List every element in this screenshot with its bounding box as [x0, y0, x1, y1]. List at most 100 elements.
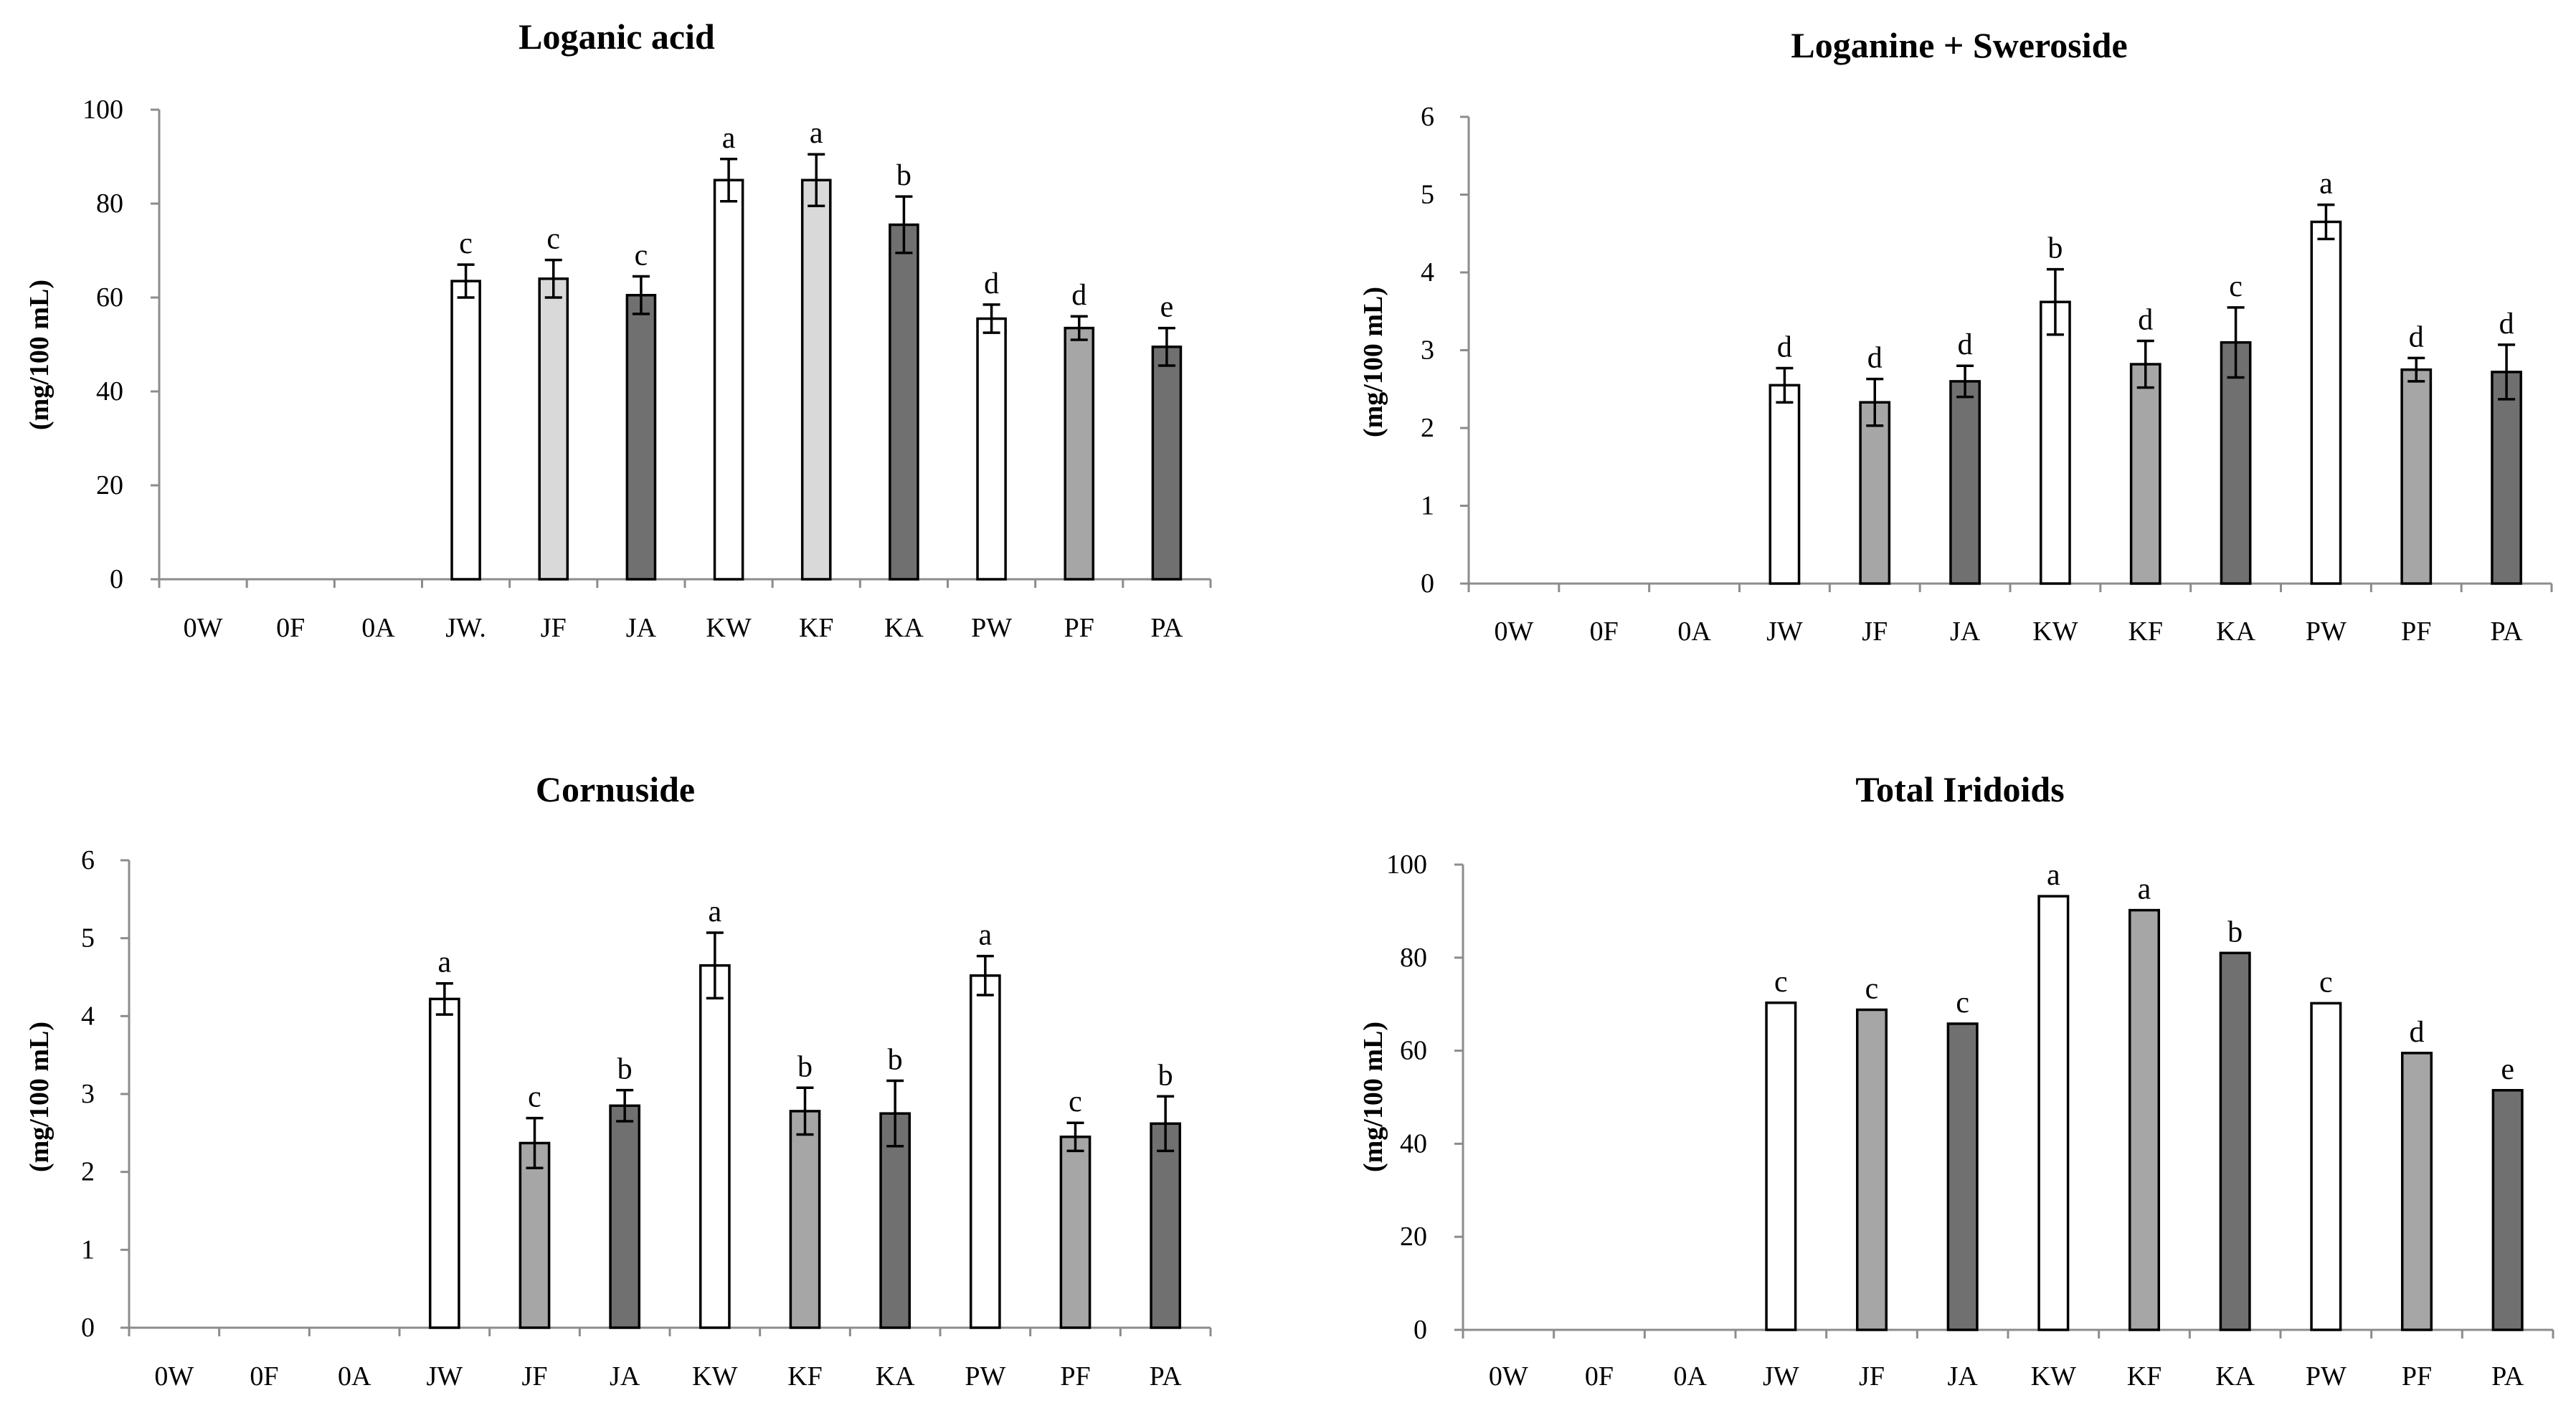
x-tick-label-0W: 0W	[1489, 1361, 1528, 1392]
error-bar-PA	[1157, 1095, 1175, 1153]
x-tick-label-KW: KW	[706, 613, 751, 643]
bar-JF	[1855, 1008, 1888, 1331]
error-bar-PF	[2407, 356, 2425, 383]
bar-PA	[1151, 346, 1183, 581]
y-tick-label: 0	[1414, 1315, 1427, 1345]
significance-letter: b	[1158, 1059, 1173, 1092]
chart-panel-4: Total Iridoids (mg/100 mL) 0 20 40 60 80 100 0W 0…	[1358, 769, 2554, 1392]
bar-PF	[1064, 326, 1095, 581]
y-tick-label: 40	[96, 376, 123, 406]
y-axis-label: (mg/100 mL)	[1358, 287, 1388, 437]
y-tick-label: 1	[1421, 491, 1434, 521]
y-tick-label: 0	[1421, 569, 1434, 599]
error-bar-KW	[720, 158, 738, 203]
bar-JA	[1946, 1022, 1979, 1331]
x-tick-label-PW: PW	[965, 1361, 1005, 1392]
bar-PF	[2400, 368, 2433, 585]
x-tick-label-JA: JA	[1950, 617, 1981, 647]
chart-title: Loganic acid	[518, 16, 715, 57]
x-tick-label-0F: 0F	[1590, 617, 1619, 647]
error-bar-PF	[1066, 1121, 1084, 1153]
error-bar-KA	[2227, 306, 2245, 379]
x-tick-label-PA: PA	[1150, 613, 1183, 643]
x-tick-label-PF: PF	[1064, 613, 1094, 643]
x-tick-label-0A: 0A	[338, 1361, 371, 1392]
y-tick-label: 2	[1421, 413, 1434, 443]
bar-JA	[625, 293, 657, 581]
error-bar-JA	[632, 275, 650, 315]
y-tick-label: 6	[81, 845, 95, 875]
significance-letter: c	[1956, 986, 1969, 1019]
y-tick-label: 100	[1386, 850, 1427, 880]
bar-PW	[969, 974, 1001, 1329]
significance-letter: b	[896, 159, 911, 192]
x-tick-label-JF: JF	[522, 1361, 548, 1392]
bar-JF	[538, 277, 569, 581]
significance-letter: a	[979, 919, 993, 952]
error-bar-PA	[2498, 343, 2516, 401]
significance-letter: b	[2227, 915, 2243, 948]
significance-letter: a	[2319, 168, 2333, 201]
significance-letter: d	[2409, 320, 2424, 353]
x-tick-label-JA: JA	[1948, 1361, 1979, 1392]
chart-panel-1: Loganic acid (mg/100 mL) 0 20 40 60 80 100 0W 0F 0…	[24, 16, 1212, 643]
significance-letter: b	[888, 1044, 903, 1077]
y-tick-label: 80	[96, 189, 123, 219]
chart-title: Cornuside	[536, 769, 695, 809]
chart-panel-3: Cornuside (mg/100 mL) 0 1 2 3 4 5 6 0W 0F 0A a JW c JF b…	[24, 769, 1212, 1392]
x-tick-label-JW: JW	[1766, 617, 1803, 647]
error-bar-JF	[1866, 377, 1884, 427]
x-tick-label-JF: JF	[1859, 1361, 1885, 1392]
x-tick-label-PW: PW	[2306, 1361, 2347, 1392]
bar-KW	[2037, 895, 2070, 1331]
error-bar-KW	[2046, 267, 2064, 336]
chart-title: Total Iridoids	[1855, 769, 2064, 809]
x-tick-label-PF: PF	[1060, 1361, 1090, 1392]
significance-letter: c	[459, 227, 473, 260]
x-tick-label-KF: KF	[799, 613, 834, 643]
y-tick-label: 0	[81, 1313, 95, 1343]
x-tick-label-JW: JW	[1763, 1361, 1799, 1392]
bar-JA	[609, 1104, 641, 1329]
significance-letter: d	[984, 267, 999, 300]
error-bar-KA	[895, 195, 913, 255]
significance-letter: c	[1774, 966, 1788, 999]
error-bar-KF	[796, 1086, 814, 1136]
x-tick-label-0W: 0W	[154, 1361, 194, 1392]
y-tick-label: 1	[81, 1235, 95, 1265]
y-tick-label: 5	[1421, 180, 1434, 210]
bar-JW	[428, 997, 460, 1329]
bar-KF	[2129, 363, 2161, 585]
bar-PA	[2491, 1089, 2524, 1331]
significance-letter: d	[1867, 342, 1883, 375]
error-bar-PW	[982, 303, 1000, 334]
bar-KF	[800, 179, 832, 581]
significance-letter: b	[617, 1053, 633, 1086]
significance-letter: e	[1160, 291, 1174, 324]
x-tick-label-KF: KF	[2127, 1361, 2162, 1392]
error-bar-KA	[886, 1079, 904, 1148]
significance-letter: d	[1958, 328, 1973, 361]
significance-letter: c	[1069, 1085, 1082, 1118]
bar-JF	[1859, 401, 1891, 585]
y-tick-label: 60	[1400, 1036, 1427, 1066]
bar-PA	[2491, 371, 2522, 585]
significance-letter: c	[635, 239, 648, 272]
y-tick-label: 5	[81, 923, 95, 953]
error-bar-KW	[706, 931, 724, 1000]
x-tick-label-JA: JA	[626, 613, 657, 643]
error-bar-KF	[2136, 339, 2154, 389]
significance-letter: b	[797, 1050, 813, 1083]
bar-KF	[2128, 908, 2161, 1331]
y-tick-label: 100	[82, 95, 123, 125]
bar-KA	[889, 223, 919, 581]
chart-title: Loganine + Sweroside	[1791, 25, 2127, 65]
x-tick-label-0W: 0W	[184, 613, 223, 643]
bar-PF	[2400, 1052, 2433, 1331]
y-axis-label: (mg/100 mL)	[24, 280, 55, 430]
bar-PW	[976, 317, 1007, 581]
x-tick-label-KA: KA	[2215, 1361, 2255, 1392]
chart-panel-2: Loganine + Sweroside (mg/100 mL) 0 1 2 3 4 5 6 0W…	[1358, 25, 2553, 647]
x-tick-label-0F: 0F	[250, 1361, 278, 1392]
